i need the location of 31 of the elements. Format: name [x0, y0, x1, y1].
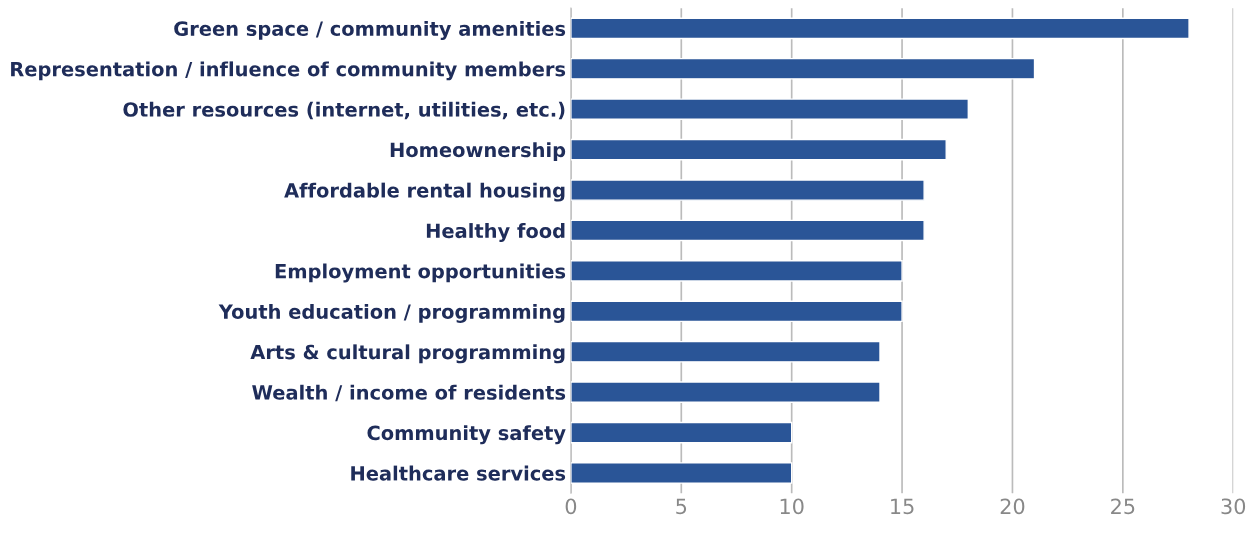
x-tick-label: 5 [676, 498, 687, 515]
bar [570, 300, 903, 323]
y-tick-label: Representation / influence of community members [11, 61, 566, 81]
x-tick-label: 25 [1111, 498, 1135, 515]
x-tick-label: 30 [1221, 498, 1246, 515]
bar [570, 219, 925, 242]
bar [570, 340, 881, 363]
bar [570, 17, 1190, 40]
y-tick-label: Healthcare services [351, 465, 566, 481]
x-tick-label: 20 [1000, 498, 1025, 515]
bar [570, 179, 925, 201]
y-tick-label: Wealth / income of residents [252, 384, 566, 402]
x-tick-label: 15 [891, 498, 914, 515]
bar [570, 57, 1036, 80]
y-tick-label: Affordable rental housing [284, 182, 565, 202]
bar [570, 260, 903, 282]
bar [570, 138, 947, 161]
y-tick-label: Arts & cultural programming [250, 344, 565, 364]
y-tick-label: Other resources (internet, utilities, etc.) [123, 101, 565, 120]
bar [570, 98, 969, 120]
x-tick-label: 0 [565, 498, 577, 515]
y-tick-label: Healthy food [426, 223, 565, 243]
bar [570, 381, 881, 403]
x-tick-label: 10 [780, 498, 804, 515]
bar [570, 421, 793, 444]
bar [570, 462, 793, 484]
y-tick-label: Green space / community amenities [174, 20, 566, 40]
y-tick-label: Employment opportunities [275, 263, 566, 283]
y-tick-label: Community safety [367, 425, 566, 445]
y-tick-label: Youth education / programming [218, 303, 565, 323]
y-tick-label: Homeownership [390, 142, 566, 162]
